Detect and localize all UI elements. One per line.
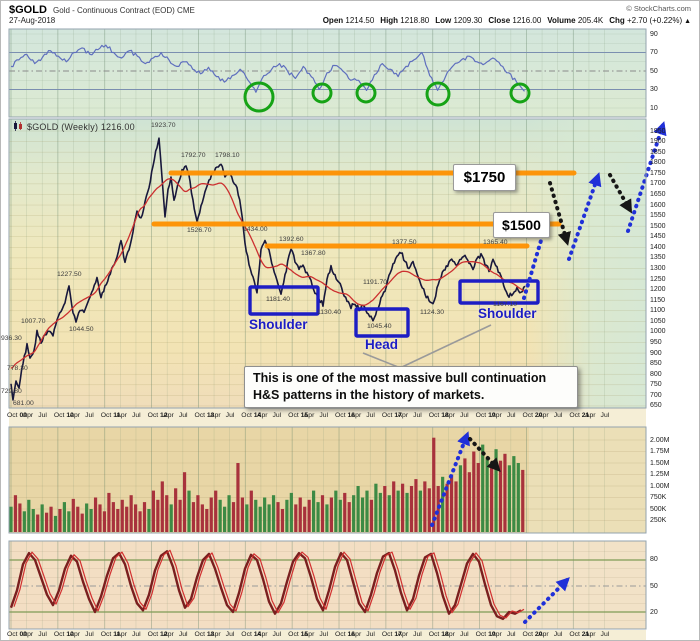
quote-value: 1216.00: [510, 16, 542, 25]
quote-value: 1209.30: [451, 16, 483, 25]
chart-header: $GOLD Gold - Continuous Contract (EOD) C…: [1, 1, 699, 28]
annotations: [151, 81, 667, 624]
quote-key: Volume: [547, 16, 576, 25]
panel-backgrounds: [9, 29, 646, 640]
quote-value: 205.4K: [575, 16, 604, 25]
volume-bars: [9, 437, 525, 532]
chart-date: 27-Aug-2018: [9, 16, 56, 25]
quote-value: +2.70 (+0.22%): [624, 16, 683, 25]
quote-key: Close: [488, 16, 511, 25]
quote-strip: Open 1214.50 High 1218.80 Low 1209.30 Close…: [317, 16, 691, 25]
quote-value: 1218.80: [398, 16, 430, 25]
quote-key: Low: [435, 16, 452, 25]
quote-key: Open: [322, 16, 344, 25]
series-lines: [9, 44, 526, 621]
quote-key: High: [380, 16, 399, 25]
quote-key: Chg: [609, 16, 625, 25]
panel-borders: [8, 28, 647, 630]
instrument-name: Gold - Continuous Contract (EOD) CME: [53, 6, 195, 15]
quote-value: 1214.50: [343, 16, 375, 25]
chg-up-icon: ▲: [682, 18, 691, 25]
stockcharts-credit: © StockCharts.com: [626, 4, 691, 13]
symbol-label: $GOLD: [9, 4, 47, 16]
